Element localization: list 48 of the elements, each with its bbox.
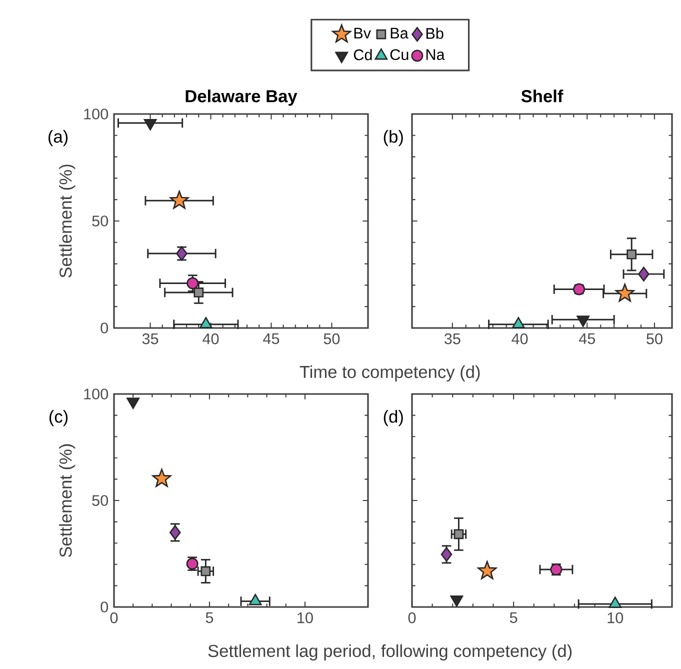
legend-label: Cd	[354, 49, 372, 60]
legend-label: Bb	[426, 28, 444, 39]
x-tick-label: 35	[142, 333, 158, 344]
x-tick-label: 0	[110, 612, 118, 624]
legend-label: Ba	[390, 28, 408, 39]
text: (c)	[49, 410, 68, 426]
point	[626, 249, 637, 260]
point	[144, 118, 157, 130]
point	[615, 284, 634, 302]
y-tick-label: 0	[100, 322, 108, 334]
point	[638, 266, 650, 282]
text: (d)	[384, 410, 403, 426]
x-tick-label: 10	[298, 612, 313, 624]
y-tick-label: 50	[92, 216, 108, 226]
x-tick-label: 0	[408, 612, 416, 624]
x-tick-label: 45	[263, 333, 280, 344]
legend-label: Cu	[390, 49, 408, 60]
point	[194, 288, 204, 298]
chart-title: Delaware Bay	[186, 90, 298, 106]
x-tick-label: 5	[206, 612, 214, 624]
x-tick-label: 35	[444, 333, 460, 344]
x-tick-label: 10	[608, 612, 624, 624]
legend-label: Bv	[354, 28, 371, 38]
text: (b)	[384, 130, 403, 146]
point	[512, 317, 525, 328]
point	[199, 317, 212, 328]
text: (a)	[48, 130, 68, 146]
y-tick-label: 100	[84, 388, 108, 400]
legend-label: Na	[426, 49, 445, 60]
x-tick-label: 40	[512, 333, 528, 344]
y-tick-label: 0	[100, 602, 108, 612]
x-tick-label: 50	[646, 333, 662, 344]
y-axis-title: Settlement (%)	[59, 164, 76, 278]
x-tick-label: 40	[202, 333, 219, 344]
x-axis-title: Time to competency (d)	[300, 365, 480, 382]
point	[248, 594, 262, 606]
x-axis-title: Settlement lag period, following competency (d)	[208, 644, 572, 661]
y-tick-label: 50	[92, 495, 108, 506]
point	[478, 561, 497, 580]
chart-title: Shelf	[521, 90, 564, 102]
x-tick-label: 5	[510, 612, 518, 624]
x-tick-label: 45	[578, 333, 596, 344]
point	[200, 566, 211, 576]
x-tick-label: 50	[324, 333, 340, 344]
point	[126, 398, 140, 409]
y-tick-label: 100	[84, 108, 108, 120]
point	[608, 596, 622, 608]
y-axis-title: Settlement (%)	[59, 444, 76, 558]
